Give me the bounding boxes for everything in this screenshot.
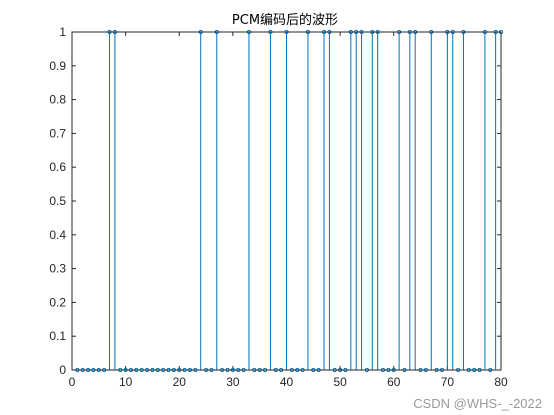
x-tick-label: 30 bbox=[226, 375, 240, 389]
x-tick-label: 0 bbox=[69, 375, 76, 389]
x-axis-ticks: 0 10 20 30 40 50 60 70 80 bbox=[69, 32, 508, 389]
plot-area-box bbox=[71, 31, 502, 371]
chart-title: PCM编码后的波形 bbox=[232, 12, 338, 28]
y-tick-label: 0.1 bbox=[49, 329, 66, 343]
y-tick-label: 0.9 bbox=[49, 59, 66, 73]
y-tick-label: 0.7 bbox=[49, 126, 66, 140]
x-tick-label: 20 bbox=[173, 375, 187, 389]
y-tick-label: 0.2 bbox=[49, 295, 66, 309]
x-tick-label: 80 bbox=[494, 375, 508, 389]
y-tick-label: 0.6 bbox=[49, 160, 66, 174]
x-tick-label: 40 bbox=[280, 375, 294, 389]
x-tick-label: 70 bbox=[441, 375, 455, 389]
y-tick-label: 0.3 bbox=[49, 262, 66, 276]
y-axis-ticks: 0 0.1 0.2 0.3 0.4 0.5 0.6 0.7 0.8 0.9 1 bbox=[49, 25, 501, 377]
x-tick-label: 10 bbox=[119, 375, 133, 389]
y-tick-label: 0 bbox=[59, 363, 66, 377]
x-tick-label: 60 bbox=[387, 375, 401, 389]
watermark: CSDN @WHS-_-2022 bbox=[413, 396, 542, 411]
y-tick-label: 1 bbox=[59, 25, 66, 39]
y-tick-label: 0.4 bbox=[49, 228, 66, 242]
y-tick-label: 0.5 bbox=[49, 194, 66, 208]
x-tick-label: 50 bbox=[333, 375, 347, 389]
y-tick-label: 0.8 bbox=[49, 93, 66, 107]
stem-series bbox=[75, 29, 504, 373]
